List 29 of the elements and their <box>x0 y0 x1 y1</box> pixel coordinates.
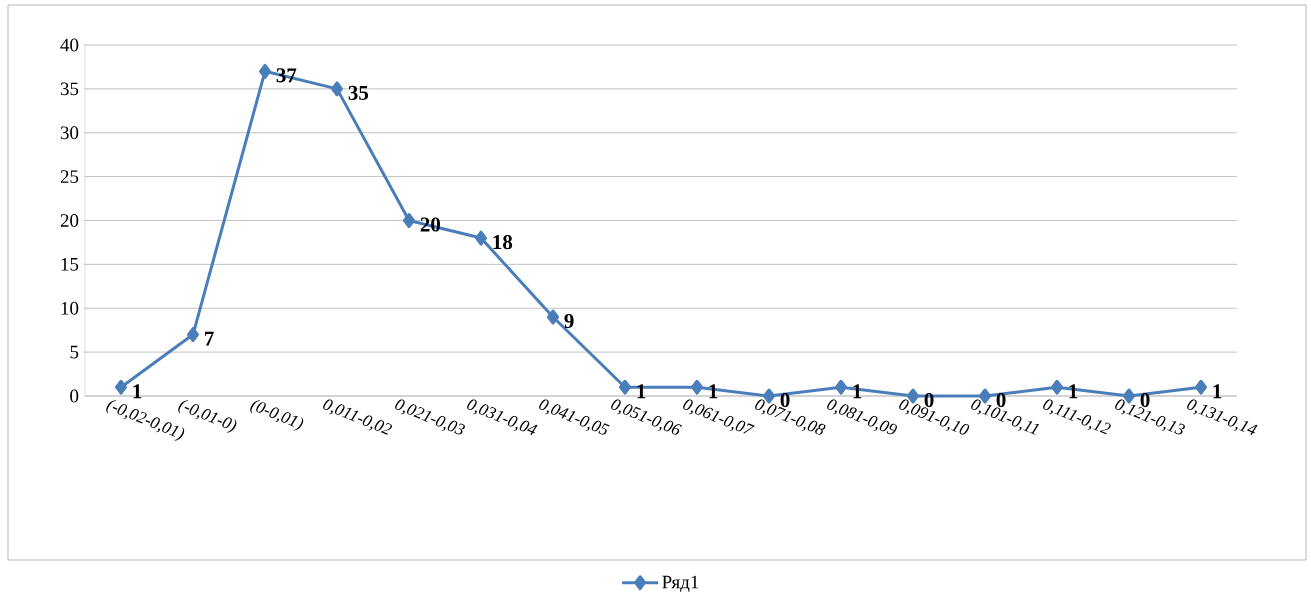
data-label: 9 <box>564 314 574 329</box>
point <box>1050 379 1063 395</box>
data-label: 7 <box>205 331 214 346</box>
point <box>259 63 271 79</box>
data-label: 1 <box>637 384 646 399</box>
point <box>835 379 847 395</box>
y-tick-label: 25 <box>60 170 79 184</box>
y-tick-label: 40 <box>60 38 79 52</box>
y-tick-label: 30 <box>60 126 79 140</box>
legend-label: Ряд1 <box>662 575 699 593</box>
y-tick-label: 10 <box>61 301 79 315</box>
point <box>403 213 415 229</box>
point <box>1194 379 1207 395</box>
point <box>619 379 631 395</box>
y-tick-label: 15 <box>61 258 79 271</box>
y-tick-label: 35 <box>60 82 79 96</box>
data-label: 35 <box>348 85 369 101</box>
y-tick-label: 0 <box>70 389 79 403</box>
data-label: 1 <box>133 384 142 399</box>
point <box>187 327 199 343</box>
y-tick-label: 5 <box>70 345 79 359</box>
data-label: 1 <box>1213 384 1222 399</box>
point <box>331 81 343 97</box>
point <box>475 230 487 246</box>
data-label: 18 <box>493 235 513 250</box>
point <box>547 309 559 325</box>
point <box>115 379 127 395</box>
point <box>691 379 703 395</box>
y-tick-label: 20 <box>60 214 79 228</box>
